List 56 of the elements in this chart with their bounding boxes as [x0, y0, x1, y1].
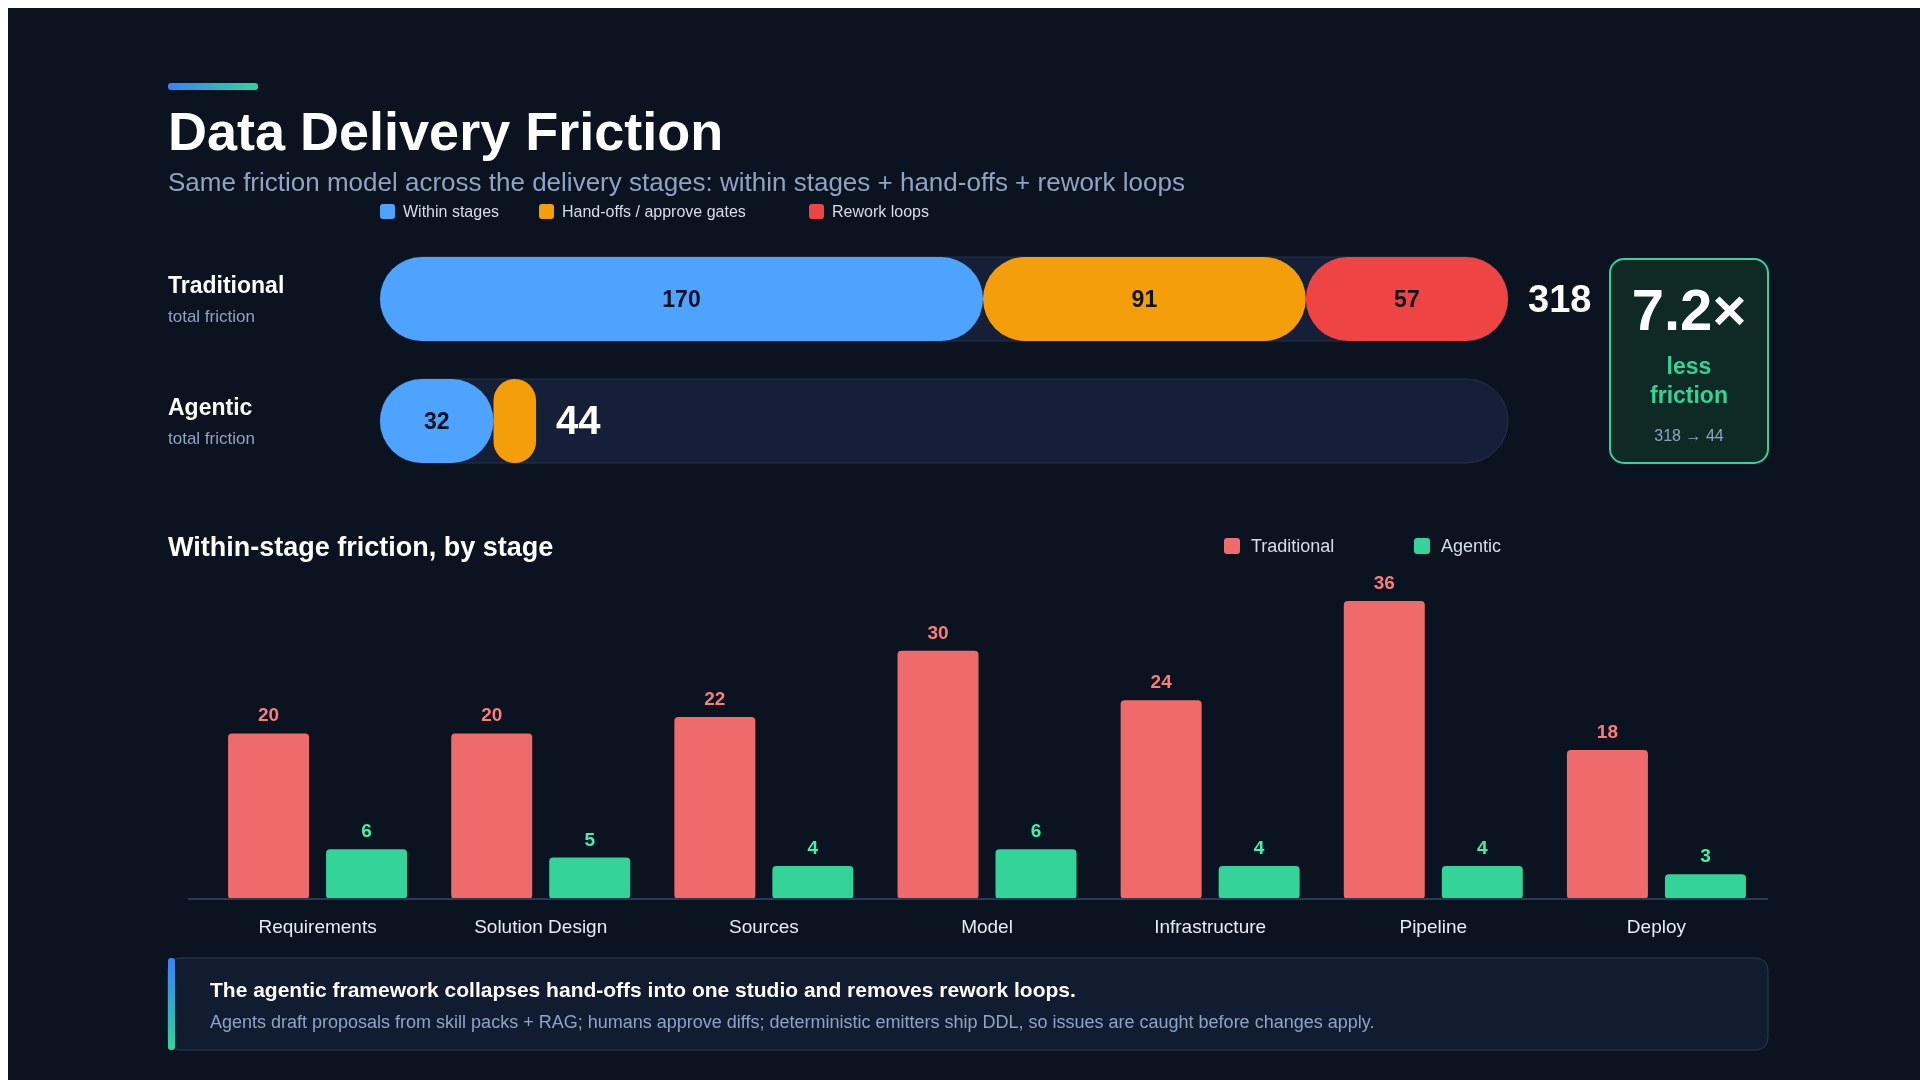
data-label: 3 — [1700, 845, 1711, 867]
bar — [1343, 601, 1425, 899]
chart-title: Data Delivery Friction — [168, 101, 724, 161]
total-label: 318 — [1528, 278, 1592, 320]
data-label: 32 — [423, 408, 450, 434]
data-label: 18 — [1596, 721, 1618, 742]
text: total friction — [168, 307, 255, 326]
data-label: 4 — [1477, 836, 1488, 858]
data-label: 24 — [1150, 671, 1173, 693]
data-label: 6 — [361, 820, 372, 842]
text: The agentic framework collapses hand-offs into one studio and removes rework loops. — [210, 978, 1076, 1001]
bar — [674, 716, 756, 899]
text: Agents draft proposals from skill packs + RAG; humans approve diffs; deterministic emitters ship DDL, so issues are caught before changes apply. — [210, 1012, 1375, 1032]
text: 7.2× — [1631, 277, 1747, 342]
legend-label: Agentic — [1441, 536, 1502, 556]
data-label: 91 — [1131, 286, 1158, 312]
data-label: 4 — [807, 836, 819, 858]
bar — [326, 849, 408, 899]
data-label: 6 — [1030, 820, 1042, 842]
legend-label: Hand-offs / approve gates — [562, 203, 746, 220]
data-label: 170 — [662, 286, 701, 312]
x-tick-label: Pipeline — [1399, 916, 1468, 937]
bar — [1664, 874, 1746, 899]
chart-title: Within-stage friction, by stage — [168, 532, 554, 562]
legend-label: Rework loops — [832, 203, 929, 220]
bar — [897, 650, 979, 899]
data-label: 22 — [704, 687, 726, 709]
data-label: 57 — [1394, 286, 1420, 312]
chart-subtitle: Same friction model across the delivery stages: within stages + hand-offs + rework loops — [168, 167, 1185, 197]
bar — [772, 865, 854, 899]
bar — [228, 733, 310, 899]
bar — [1441, 865, 1523, 899]
bar — [1120, 700, 1202, 899]
bar — [1566, 750, 1648, 899]
legend-label: Within stages — [403, 203, 500, 220]
data-label: 20 — [258, 704, 280, 726]
x-tick-label: Sources — [729, 916, 799, 937]
x-tick-label: Requirements — [258, 916, 377, 937]
x-tick-label: Deploy — [1626, 916, 1687, 937]
bar — [549, 857, 631, 899]
legend-label: Traditional — [1251, 536, 1335, 556]
total-label: 44 — [556, 398, 602, 442]
data-label: 20 — [481, 704, 503, 726]
bar — [451, 733, 533, 899]
x-tick-label: Solution Design — [474, 916, 608, 937]
text: 318 → 44 — [1654, 427, 1724, 444]
data-label: 4 — [1253, 836, 1265, 858]
bar — [1218, 865, 1300, 899]
text: less friction — [1650, 353, 1728, 408]
x-tick-label: Model — [961, 916, 1013, 937]
data-label: 36 — [1373, 572, 1395, 593]
bar — [995, 849, 1077, 899]
text: total friction — [168, 429, 255, 448]
data-label: 5 — [584, 828, 596, 850]
x-tick-label: Infrastructure — [1154, 916, 1267, 937]
data-label: 30 — [927, 621, 949, 643]
